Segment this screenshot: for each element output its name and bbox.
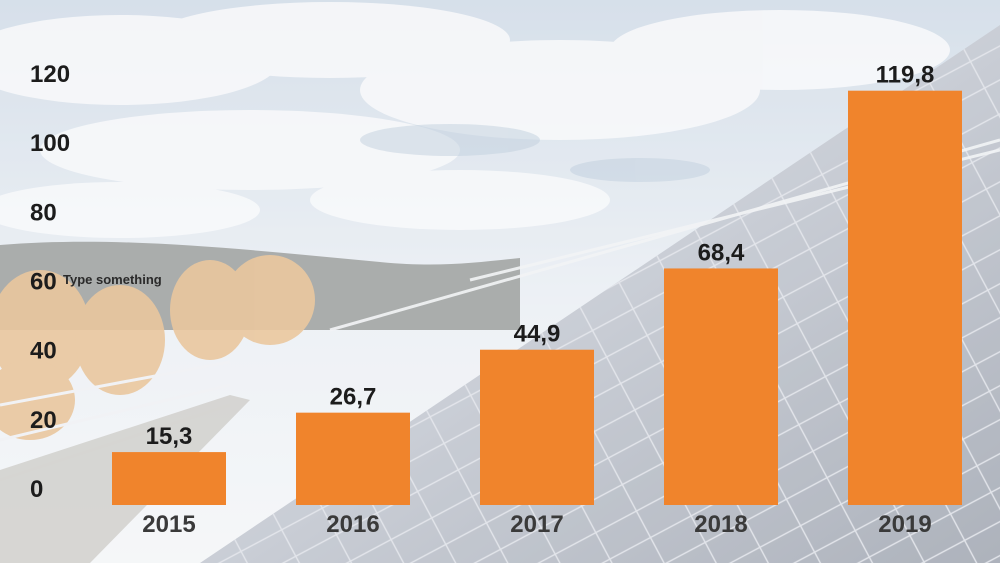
y-tick-label: 40 (30, 338, 57, 365)
bar-2015 (112, 452, 226, 505)
y-axis-ticks: 0 20 40 60 80 100 120 (30, 61, 70, 503)
value-label: 119,8 (876, 62, 935, 89)
x-tick-label: 2017 (510, 511, 563, 538)
x-tick-label: 2019 (878, 511, 931, 538)
y-tick-label: 120 (30, 61, 70, 88)
value-label: 44,9 (514, 321, 561, 348)
value-label: 68,4 (698, 239, 745, 266)
text-placeholder[interactable]: Type something (63, 272, 162, 287)
x-tick-label: 2018 (694, 511, 747, 538)
value-labels: 15,3 26,7 44,9 68,4 119,8 (146, 62, 935, 450)
bar-2017 (480, 349, 594, 505)
bar-2018 (664, 268, 778, 505)
y-tick-label: 0 (30, 476, 43, 503)
bar-2019 (848, 90, 962, 506)
value-label: 26,7 (330, 384, 377, 411)
y-tick-label: 20 (30, 407, 57, 434)
y-tick-label: 60 (30, 269, 57, 296)
x-axis-labels: 2015 2016 2017 2018 2019 (142, 511, 931, 538)
x-tick-label: 2015 (142, 511, 195, 538)
x-tick-label: 2016 (326, 511, 379, 538)
bar-2016 (296, 412, 410, 505)
y-tick-label: 100 (30, 130, 70, 157)
value-label: 15,3 (146, 423, 193, 450)
y-tick-label: 80 (30, 199, 57, 226)
bars (112, 90, 962, 506)
